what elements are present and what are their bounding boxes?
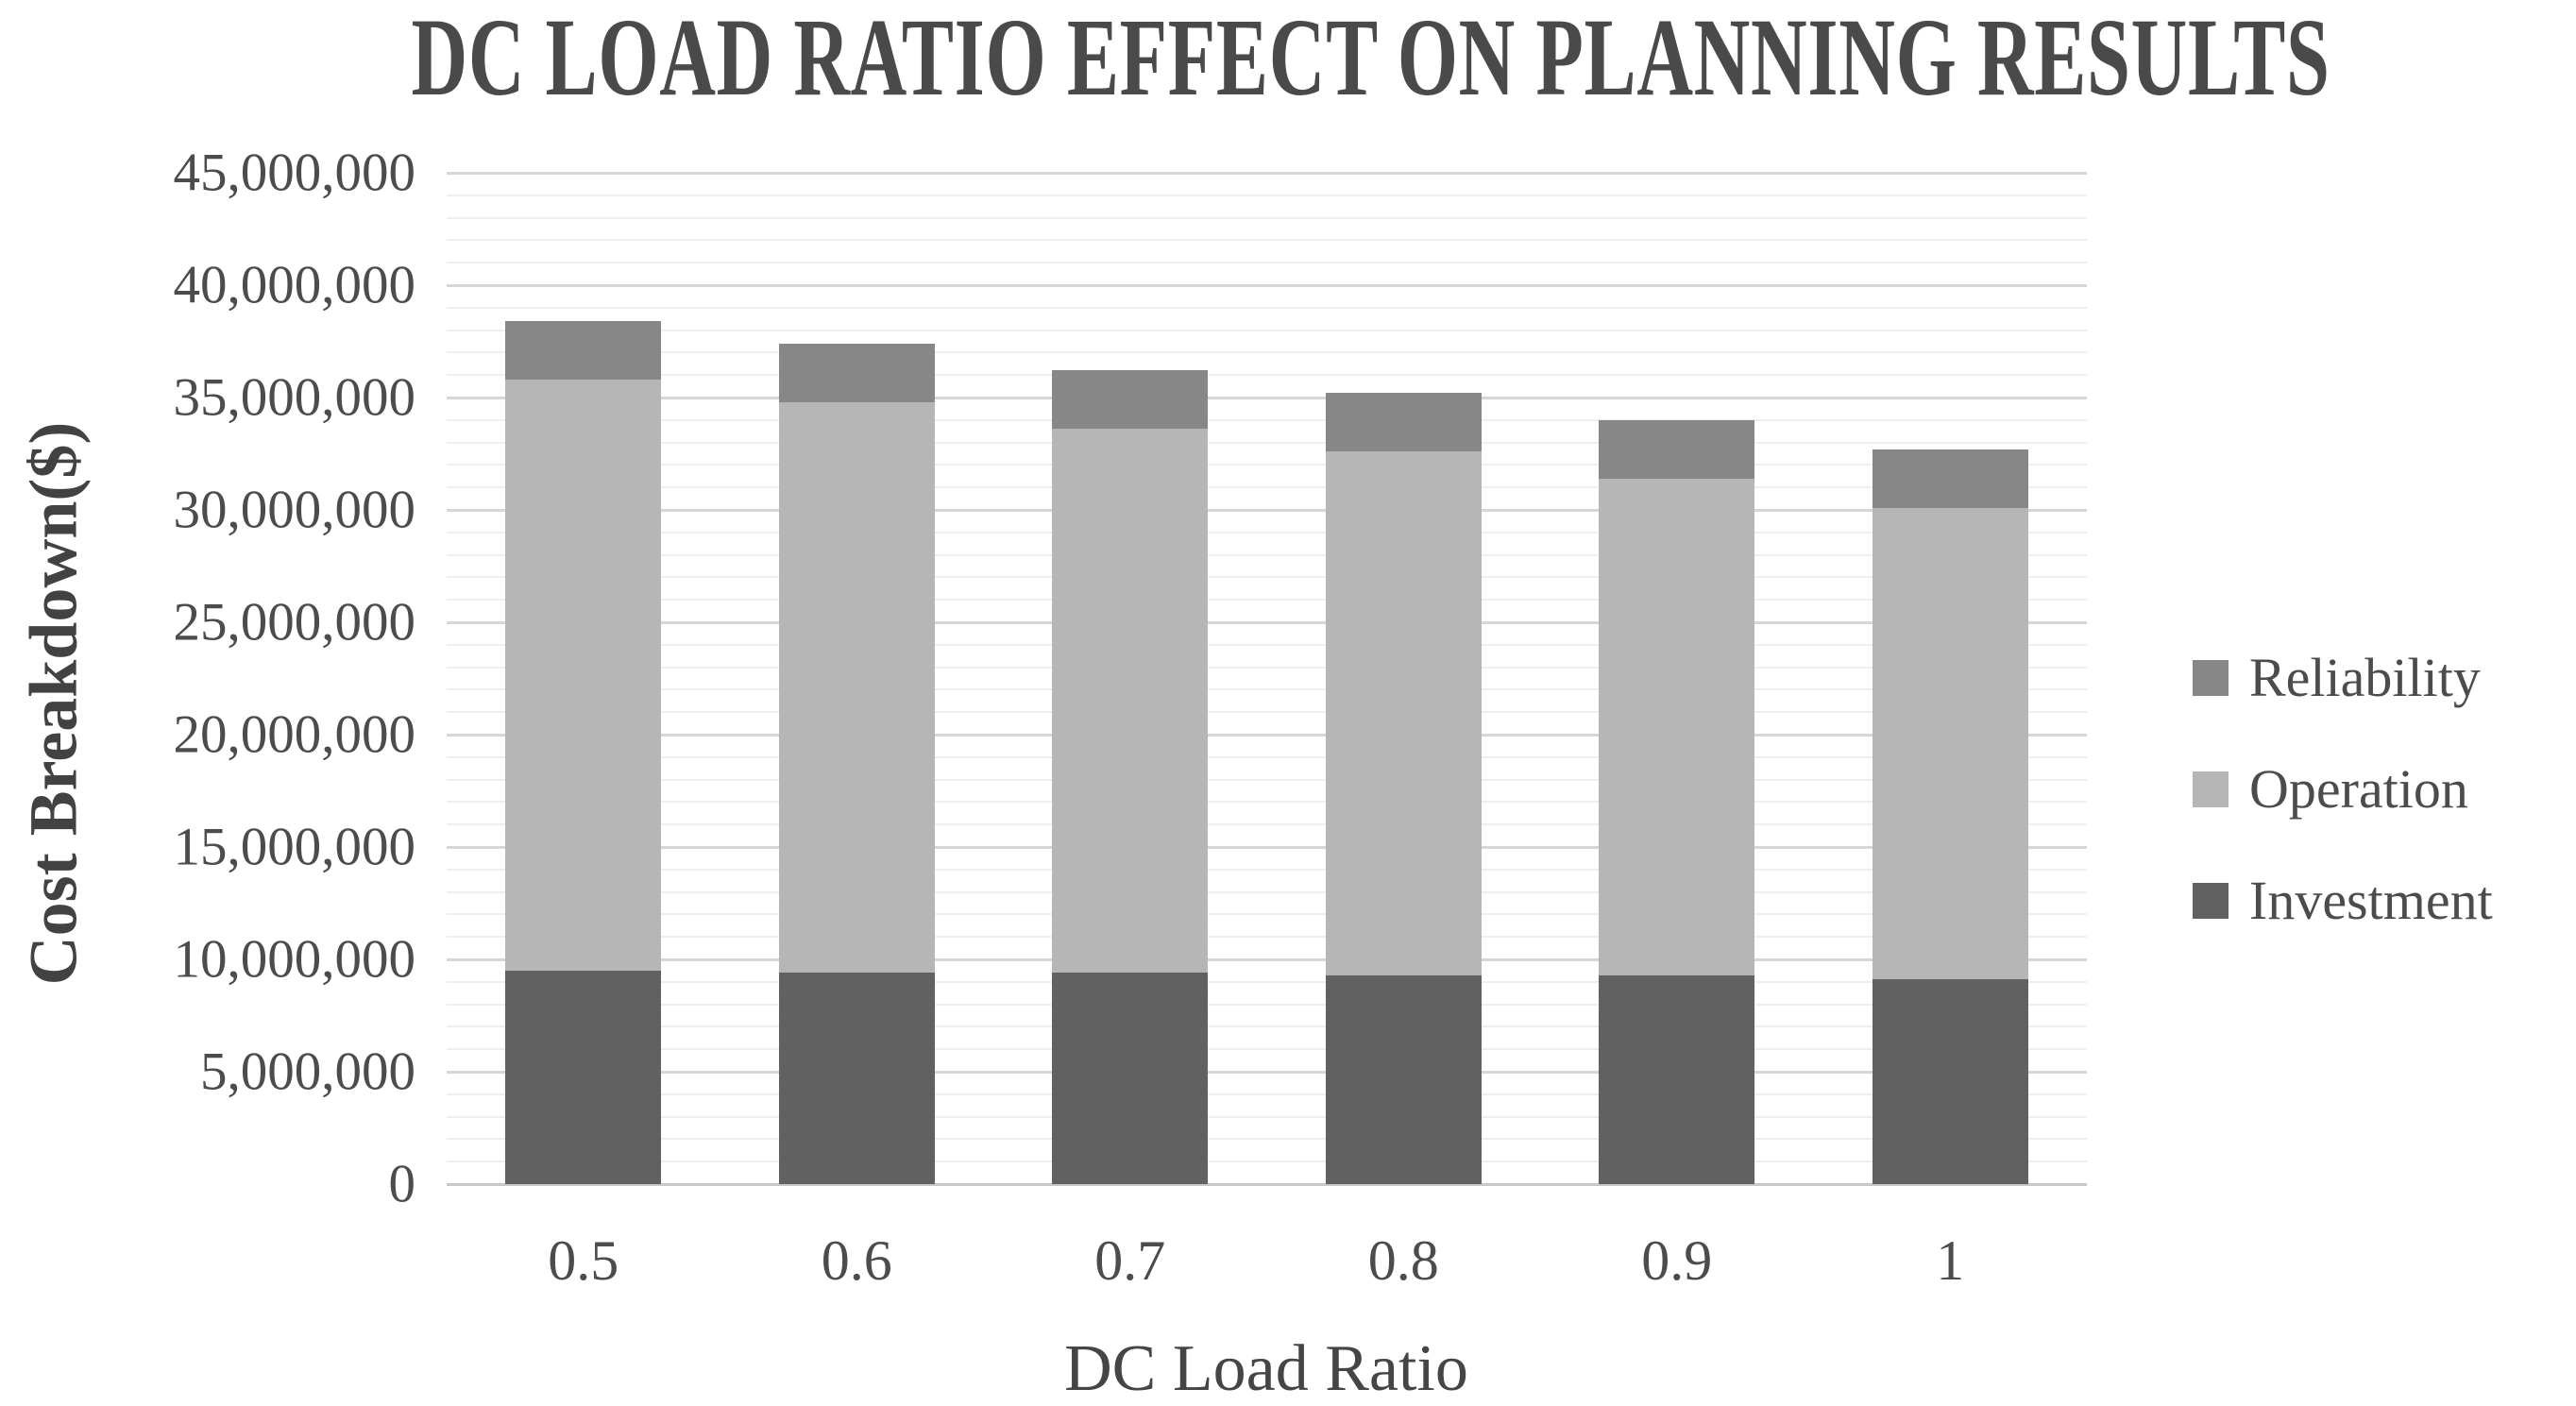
legend-item-investment: Investment [2193,873,2493,928]
legend-label: Reliability [2249,647,2481,708]
minor-gridline [447,194,2087,196]
legend: Reliability Operation Investment [2193,651,2493,991]
y-axis-title: Cost Breakdown($) [15,421,92,986]
legend-item-reliability: Reliability [2193,651,2493,705]
minor-gridline [447,486,2087,489]
minor-gridline [447,1160,2087,1163]
minor-gridline [447,216,2087,219]
x-axis-line [447,1182,2087,1186]
minor-gridline [447,868,2087,871]
y-tick-label: 10,000,000 [173,929,416,990]
minor-gridline [447,801,2087,804]
minor-gridline [447,755,2087,758]
minor-gridline [447,262,2087,264]
minor-gridline [447,418,2087,421]
major-gridline [447,957,2087,961]
minor-gridline [447,913,2087,916]
minor-gridline [447,711,2087,714]
bar-segment-reliability-0.8 [1325,393,1482,452]
minor-gridline [447,1003,2087,1006]
bar-segment-reliability-0.7 [1052,370,1209,430]
minor-gridline [447,531,2087,534]
y-tick-label: 25,000,000 [173,592,416,652]
legend-swatch-operation [2193,771,2229,807]
x-axis-title: DC Load Ratio [1064,1332,1468,1405]
minor-gridline [447,306,2087,309]
bar-segment-operation-0.5 [505,379,662,971]
minor-gridline [447,553,2087,556]
major-gridline [447,171,2087,175]
minor-gridline [447,1025,2087,1028]
y-tick-label: 40,000,000 [173,255,416,315]
minor-gridline [447,1138,2087,1141]
bar-segment-reliability-0.5 [505,321,662,380]
x-tick-label: 0.5 [548,1229,619,1292]
minor-gridline [447,823,2087,826]
legend-item-operation: Operation [2193,762,2493,817]
y-tick-label: 0 [388,1154,416,1214]
y-tick-label: 45,000,000 [173,143,416,203]
minor-gridline [447,576,2087,579]
legend-swatch-reliability [2193,660,2229,696]
minor-gridline [447,374,2087,377]
bar-segment-reliability-0.9 [1599,419,1755,479]
bar-segment-operation-0.9 [1599,478,1755,975]
minor-gridline [447,1093,2087,1095]
minor-gridline [447,329,2087,331]
x-tick-label: 1 [1936,1229,1965,1292]
minor-gridline [447,464,2087,466]
minor-gridline [447,351,2087,354]
bar-segment-investment-1 [1872,979,2028,1184]
y-tick-label: 20,000,000 [173,704,416,765]
minor-gridline [447,441,2087,444]
major-gridline [447,283,2087,287]
minor-gridline [447,599,2087,601]
x-tick-label: 0.8 [1367,1229,1439,1292]
major-gridline [447,1070,2087,1074]
y-tick-label: 5,000,000 [200,1042,415,1102]
legend-swatch-investment [2193,883,2229,919]
bar-segment-operation-0.8 [1325,451,1482,975]
major-gridline [447,733,2087,737]
minor-gridline [447,890,2087,893]
major-gridline [447,508,2087,512]
chart-title: DC LOAD RATIO EFFECT ON PLANNING RESULTS [0,2,2512,113]
minor-gridline [447,778,2087,781]
legend-label: Operation [2249,758,2468,820]
x-tick-label: 0.6 [821,1229,892,1292]
bar-segment-investment-0.9 [1599,974,1755,1184]
y-tick-label: 15,000,000 [173,817,416,877]
minor-gridline [447,1048,2087,1051]
bar-segment-reliability-1 [1872,449,2028,508]
minor-gridline [447,643,2087,646]
bar-segment-investment-0.6 [778,973,935,1184]
bar-segment-investment-0.5 [505,970,662,1184]
y-tick-label: 30,000,000 [173,480,416,540]
y-tick-label: 35,000,000 [173,367,416,428]
legend-label: Investment [2249,870,2493,931]
minor-gridline [447,666,2087,669]
bar-segment-reliability-0.6 [778,343,935,402]
minor-gridline [447,688,2087,691]
minor-gridline [447,239,2087,242]
major-gridline [447,620,2087,624]
major-gridline [447,845,2087,849]
bar-segment-operation-0.6 [778,401,935,974]
x-tick-label: 0.9 [1641,1229,1713,1292]
minor-gridline [447,936,2087,939]
minor-gridline [447,980,2087,983]
minor-gridline [447,1115,2087,1118]
bar-segment-operation-0.7 [1052,429,1209,974]
bar-segment-investment-0.7 [1052,973,1209,1184]
plot-area [447,171,2087,1186]
bar-segment-investment-0.8 [1325,974,1482,1184]
chart-title-text: DC LOAD RATIO EFFECT ON PLANNING RESULTS [411,0,2330,119]
x-tick-label: 0.7 [1094,1229,1166,1292]
major-gridline [447,396,2087,399]
bar-segment-operation-1 [1872,507,2028,980]
